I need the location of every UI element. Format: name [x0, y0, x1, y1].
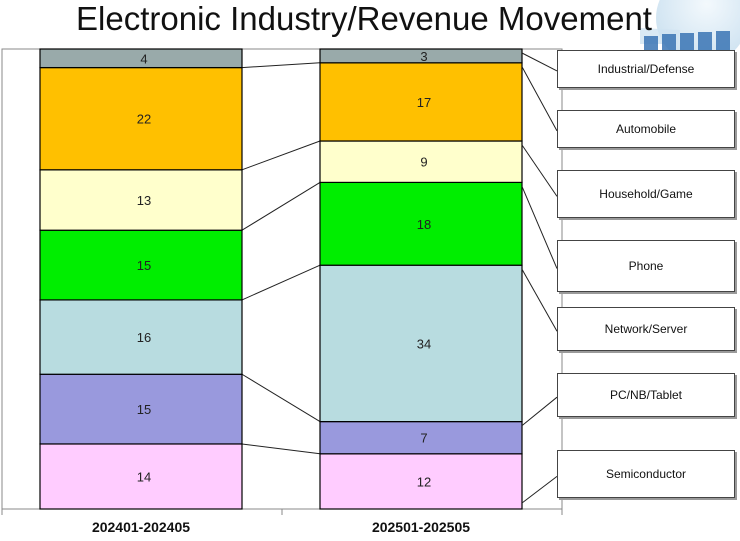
- bar-segment-network-server: [39, 299, 243, 375]
- data-label-automobile: 22: [137, 112, 151, 127]
- legend-leader-line: [521, 268, 558, 332]
- category-label: 202501-202505: [371, 519, 471, 535]
- data-label-semiconductor: 14: [137, 469, 151, 484]
- series-connector-line: [241, 264, 321, 301]
- legend-leader-line: [521, 476, 558, 504]
- legend-leader-line: [521, 186, 558, 269]
- data-label-industrial-defense: 3: [420, 49, 427, 64]
- series-connector-line: [241, 181, 321, 231]
- bar-segment-automobile: [39, 66, 243, 171]
- series-connector-lines: [241, 62, 321, 455]
- bar-segment-household-game: [319, 140, 523, 184]
- series-connector-line: [241, 140, 321, 171]
- series-connector-line: [241, 62, 321, 69]
- legend-leader-line: [521, 66, 558, 132]
- legend-item: Network/Server: [557, 307, 735, 351]
- series-connector-line: [241, 373, 321, 423]
- legend-item: Household/Game: [557, 170, 735, 218]
- bar-segment-phone: [319, 181, 523, 266]
- data-label-network-server: 34: [417, 336, 431, 351]
- data-label-network-server: 16: [137, 330, 151, 345]
- data-label-phone: 18: [417, 217, 431, 232]
- bar-segment-automobile: [319, 62, 523, 142]
- bar-segment-industrial-defense: [319, 48, 523, 64]
- bar-segment-semiconductor: [39, 443, 243, 510]
- chart-title: Electronic Industry/Revenue Movement: [76, 0, 652, 37]
- legend-leader-line: [521, 144, 558, 197]
- data-label-household-game: 13: [137, 193, 151, 208]
- category-label: 202401-202405: [91, 519, 191, 535]
- data-label-phone: 15: [137, 258, 151, 273]
- bar-segment-network-server: [319, 264, 523, 423]
- legend-item: PC/NB/Tablet: [557, 373, 735, 417]
- bar-segment-industrial-defense: [39, 48, 243, 69]
- data-label-pc-nb-tablet: 7: [420, 431, 427, 446]
- legend-item: Automobile: [557, 110, 735, 148]
- legend-leader-line: [521, 52, 558, 72]
- data-label-semiconductor: 12: [417, 474, 431, 489]
- bar-segment-pc-nb-tablet: [39, 373, 243, 445]
- company-logo: [640, 0, 740, 64]
- bar-segment-household-game: [39, 169, 243, 231]
- legend-leader-line: [521, 396, 558, 426]
- legend-item: Semiconductor: [557, 450, 735, 498]
- series-connector-line: [241, 443, 321, 455]
- legend-item: Industrial/Defense: [557, 50, 735, 88]
- bar-segments: [39, 48, 523, 510]
- bar-segment-phone: [39, 229, 243, 301]
- data-label-pc-nb-tablet: 15: [137, 402, 151, 417]
- legend-item: Phone: [557, 240, 735, 292]
- data-label-industrial-defense: 4: [140, 51, 147, 66]
- data-labels: 14 12 15 7 16 34 15 18 13 9 22 17 4 3: [137, 49, 431, 489]
- data-label-automobile: 17: [417, 95, 431, 110]
- data-label-household-game: 9: [420, 155, 427, 170]
- legend-leader-lines: [521, 52, 558, 504]
- bar-segment-semiconductor: [319, 453, 523, 510]
